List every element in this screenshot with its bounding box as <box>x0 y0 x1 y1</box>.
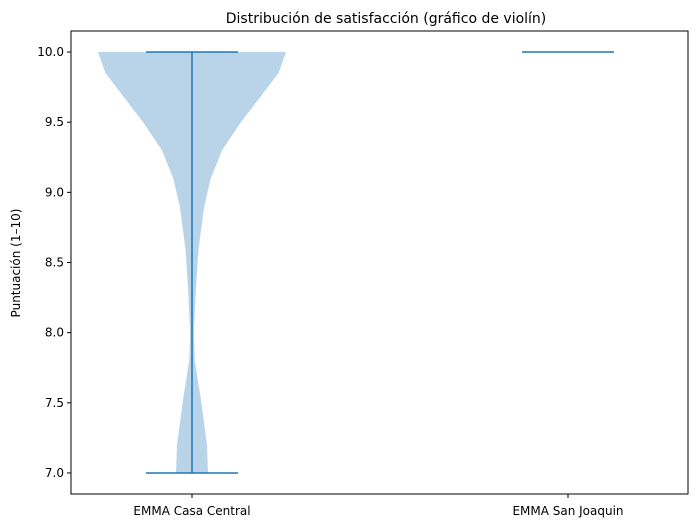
y-tick-label: 9.0 <box>45 185 64 199</box>
y-axis: 7.0 7.5 8.0 8.5 9.0 9.5 10.0 <box>37 45 71 480</box>
y-tick-label: 7.5 <box>45 396 64 410</box>
y-axis-label: Puntuación (1–10) <box>9 209 23 318</box>
x-axis: EMMA Casa Central EMMA San Joaquin <box>133 494 624 518</box>
x-tick-label: EMMA Casa Central <box>133 504 250 518</box>
chart-title: Distribución de satisfacción (gráfico de… <box>226 11 547 27</box>
y-tick-label: 7.0 <box>45 466 64 480</box>
y-tick-label: 8.5 <box>45 256 64 270</box>
y-tick-label: 8.0 <box>45 326 64 340</box>
y-tick-label: 9.5 <box>45 115 64 129</box>
x-tick-label: EMMA San Joaquin <box>512 504 623 518</box>
y-tick-label: 10.0 <box>37 45 64 59</box>
violin-lines <box>146 51 614 474</box>
